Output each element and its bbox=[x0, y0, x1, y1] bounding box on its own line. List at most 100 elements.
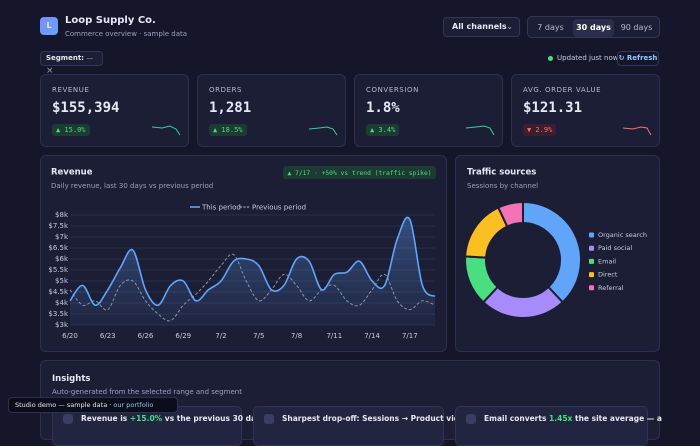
kpi-change: ▲ 18.5% bbox=[209, 124, 247, 136]
kpi-label: ORDERS bbox=[209, 86, 243, 94]
sparkline bbox=[309, 126, 338, 136]
legend-swatch bbox=[589, 272, 594, 278]
sparkline-path bbox=[152, 125, 181, 136]
insight-icon bbox=[466, 414, 476, 424]
page: L Loop Supply Co. Commerce overview · sa… bbox=[8, 15, 662, 446]
insight-part: vs the previous 30 days. bbox=[162, 414, 269, 423]
y-tick-label: $5k bbox=[55, 277, 69, 285]
legend-swatch bbox=[589, 245, 594, 251]
legend-label: Referral bbox=[598, 284, 624, 292]
brand-title: Loop Supply Co. bbox=[65, 15, 156, 26]
y-tick-label: $4.5k bbox=[48, 288, 69, 296]
segment-value: — bbox=[86, 54, 94, 62]
insight-icon bbox=[264, 414, 274, 424]
segment-clear[interactable]: × bbox=[46, 66, 54, 76]
x-tick-label: 7/8 bbox=[291, 332, 302, 340]
logo: L bbox=[40, 17, 58, 35]
kpi-card: ORDERS 1,281 ▲ 18.5% bbox=[197, 74, 346, 147]
dashboard: L Loop Supply Co. Commerce overview · sa… bbox=[8, 15, 662, 446]
annotation: ▲ 7/17 · +50% vs trend (traffic spike) bbox=[287, 170, 431, 177]
legend-label: Direct bbox=[598, 271, 618, 279]
traffic-card bbox=[455, 155, 660, 352]
y-tick-label: $7k bbox=[55, 233, 69, 241]
insight-part: Email converts bbox=[484, 414, 550, 423]
refresh-button[interactable]: ↻ Refresh bbox=[617, 51, 659, 66]
kpi-change: ▲ 15.0% bbox=[52, 124, 90, 136]
channel-select[interactable]: All channels ⌄ bbox=[443, 17, 520, 37]
insight-icon bbox=[63, 414, 73, 424]
kpi-value: 1,281 bbox=[209, 100, 252, 116]
kpi-change: ▼ 2.9% bbox=[523, 124, 557, 136]
y-tick-label: $4k bbox=[55, 299, 69, 307]
chart-title: Traffic sources bbox=[467, 168, 536, 178]
insight-part: Revenue is bbox=[81, 414, 130, 423]
kpi-change: ▲ 3.4% bbox=[366, 124, 400, 136]
toast-link[interactable]: our portfolio bbox=[113, 401, 154, 409]
insight-text: Sharpest drop-off: Sessions → Product vi… bbox=[282, 414, 473, 423]
insight-text: Email converts 1.45x the site average — … bbox=[484, 414, 662, 423]
sparkline-path bbox=[623, 126, 652, 136]
legend-swatch bbox=[589, 285, 594, 291]
insight-highlight: +15.0% bbox=[129, 414, 163, 423]
legend-swatch bbox=[589, 258, 594, 264]
legend-swatch bbox=[589, 232, 594, 238]
x-tick-label: 6/29 bbox=[175, 332, 191, 340]
donut-slice bbox=[496, 200, 524, 228]
toast: Studio demo — sample data · our portfoli… bbox=[8, 397, 178, 413]
y-tick-label: $5.5k bbox=[48, 266, 69, 274]
kpi-card: CONVERSION 1.8% ▲ 3.4% bbox=[354, 74, 503, 147]
brand-subtitle: Commerce overview · sample data bbox=[65, 30, 188, 38]
segment-label: Segment: bbox=[46, 54, 84, 62]
y-tick-label: $3k bbox=[55, 321, 69, 329]
x-tick-label: 7/11 bbox=[326, 332, 342, 340]
x-tick-label: 6/26 bbox=[138, 332, 154, 340]
donut-slice bbox=[522, 200, 582, 304]
range-toggle: 7 days 30 days 90 days bbox=[527, 16, 660, 38]
kpi-value: $155,394 bbox=[52, 100, 120, 116]
x-tick-label: 7/2 bbox=[215, 332, 226, 340]
chevron: ⌄ bbox=[506, 22, 513, 31]
y-tick-label: $6.5k bbox=[48, 244, 69, 252]
sparkline bbox=[152, 125, 181, 136]
line bbox=[69, 216, 436, 307]
x-tick-label: 7/14 bbox=[364, 332, 380, 340]
annotation-badge bbox=[283, 166, 436, 179]
chart-subtitle: Daily revenue, last 30 days vs previous … bbox=[51, 182, 213, 190]
range-option[interactable]: 90 days bbox=[620, 23, 653, 32]
sparkline bbox=[466, 125, 495, 136]
insight-part: Sharpest drop-off: Sessions → Product vi… bbox=[282, 414, 474, 423]
sparkline-path bbox=[466, 125, 495, 136]
sparkline bbox=[623, 126, 652, 136]
range-option[interactable]: 30 days bbox=[573, 19, 614, 37]
x-tick-label: 6/20 bbox=[62, 332, 78, 340]
kpi-label: REVENUE bbox=[52, 86, 90, 94]
y-tick-label: $7.5k bbox=[48, 222, 69, 230]
kpi-value: 1.8% bbox=[366, 100, 400, 116]
insight-text: Revenue is +15.0% vs the previous 30 day… bbox=[81, 414, 268, 423]
kpi-value: $121.31 bbox=[523, 100, 583, 116]
legend-label: Paid social bbox=[598, 244, 632, 252]
y-tick-label: $8k bbox=[55, 211, 69, 219]
chart-subtitle: Sessions by channel bbox=[467, 182, 538, 190]
channel-value: All channels bbox=[452, 22, 507, 31]
legend-label: Organic search bbox=[598, 231, 647, 239]
toast-text: Studio demo — sample data · bbox=[15, 401, 112, 409]
chart-layer: Revenue Daily revenue, last 30 days vs pr… bbox=[48, 166, 647, 340]
legend-label: This period bbox=[201, 204, 241, 212]
status-dot bbox=[548, 56, 553, 61]
status-text: Updated just now bbox=[557, 54, 619, 62]
legend-label: Email bbox=[598, 257, 616, 265]
segment-chip[interactable]: Segment: — × bbox=[40, 51, 103, 76]
sparkline-path bbox=[309, 126, 338, 136]
insight-highlight: 1.45x bbox=[549, 414, 573, 423]
legend-label: Previous period bbox=[252, 204, 306, 212]
kpi-card: REVENUE $155,394 ▲ 15.0% bbox=[40, 74, 189, 147]
x-tick-label: 7/17 bbox=[402, 332, 418, 340]
kpi-label: AVG. ORDER VALUE bbox=[523, 86, 602, 94]
kpi-label: CONVERSION bbox=[366, 86, 419, 94]
y-tick-label: $6k bbox=[55, 255, 69, 263]
range-option[interactable]: 7 days bbox=[537, 23, 564, 32]
donut-slice bbox=[481, 285, 565, 319]
insight-part: the site average — a bbox=[572, 414, 662, 423]
kpi-card: AVG. ORDER VALUE $121.31 ▼ 2.9% bbox=[511, 74, 660, 147]
